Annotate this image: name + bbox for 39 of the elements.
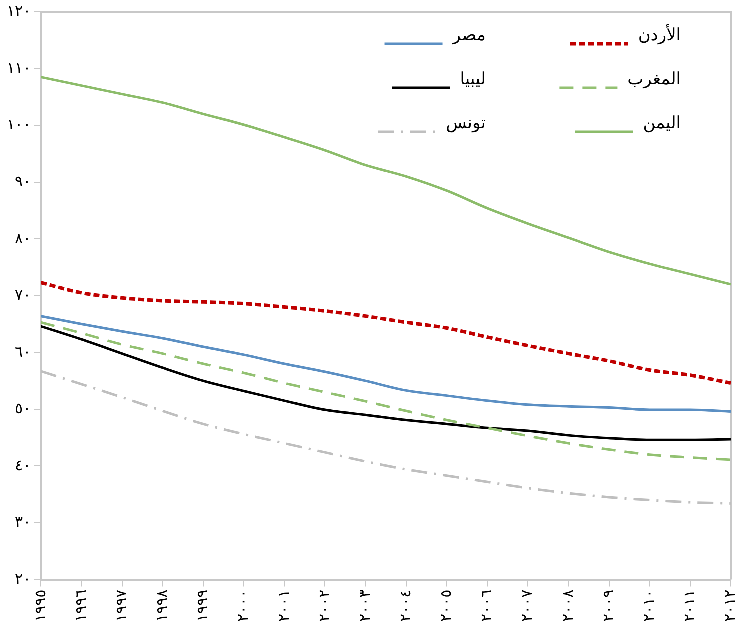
y-tick-label: ١٠٠ <box>7 116 32 134</box>
line-series <box>41 281 731 386</box>
x-tick-label: ٢٠٠٣ <box>356 590 374 622</box>
y-tick-label: ٥٠ <box>15 400 32 418</box>
line-series <box>41 315 731 413</box>
legend-label: الأردن <box>638 24 681 46</box>
y-tick-label: ١١٠ <box>7 60 32 77</box>
x-tick-label: ١٩٩٨ <box>154 590 172 622</box>
x-tick-label: ٢٠٠٠ <box>235 590 252 622</box>
x-tick-label: ٢٠٠١ <box>276 590 293 622</box>
x-tick-label: ٢٠٠٥ <box>438 590 456 622</box>
y-tick-label: ٤٠ <box>15 457 32 474</box>
line-series <box>41 325 731 442</box>
y-tick-label: ٦٠ <box>15 344 32 361</box>
line-series <box>41 321 731 462</box>
legend-label: ليبيا <box>460 70 486 89</box>
x-tick-label: ٢٠١١ <box>682 590 699 622</box>
legend-label: اليمن <box>643 114 681 134</box>
x-tick-label: ٢٠٠٨ <box>560 590 577 622</box>
x-tick-label: ١٩٩٧ <box>113 590 130 622</box>
x-tick-label: ٢٠٠٦ <box>478 590 496 622</box>
legend-label: مصر <box>452 26 486 46</box>
x-tick-label: ٢٠٠٢ <box>316 590 334 622</box>
x-tick-label: ٢٠١٠ <box>640 590 658 622</box>
y-tick-label: ١٢٠ <box>7 3 32 20</box>
y-tick-label: ٣٠ <box>15 514 32 532</box>
y-tick-label: ٩٠ <box>15 173 32 190</box>
y-tick-label: ٧٠ <box>15 287 32 304</box>
x-tick-label: ٢٠٠٧ <box>519 590 536 622</box>
x-tick-label: ٢٠٠٩ <box>600 590 618 622</box>
x-tick-label: ٢٠٠٤ <box>398 590 415 622</box>
legend-label: المغرب <box>628 70 681 90</box>
x-tick-label: ٢٠١٢ <box>722 590 740 622</box>
x-tick-label: ١٩٩٩ <box>194 590 212 622</box>
y-tick-label: ٢٠ <box>15 570 32 588</box>
legend-label: تونس <box>446 114 486 134</box>
x-tick-label: ١٩٩٦ <box>72 590 90 622</box>
y-tick-label: ٨٠ <box>15 230 32 248</box>
x-tick-label: ١٩٩٥ <box>32 590 50 622</box>
